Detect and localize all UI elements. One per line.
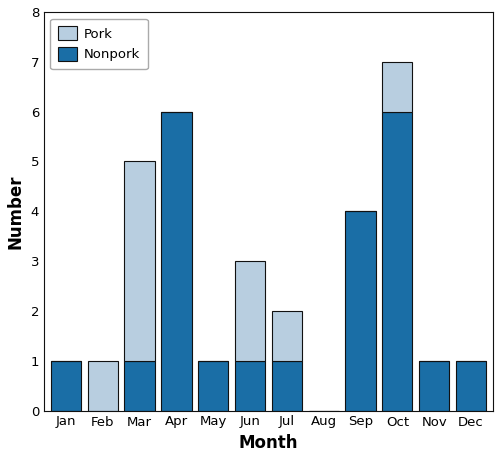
Bar [382, 62, 412, 112]
Bar [235, 261, 265, 361]
X-axis label: Month: Month [238, 434, 298, 452]
Bar [419, 361, 449, 411]
Bar [162, 112, 192, 411]
Legend: Pork, Nonpork: Pork, Nonpork [50, 18, 148, 69]
Bar [88, 361, 118, 411]
Bar [198, 361, 228, 411]
Bar [272, 311, 302, 361]
Bar [456, 361, 486, 411]
Bar [382, 112, 412, 411]
Bar [235, 361, 265, 411]
Bar [272, 361, 302, 411]
Bar [124, 162, 154, 361]
Bar [124, 361, 154, 411]
Bar [346, 211, 376, 411]
Y-axis label: Number: Number [7, 174, 25, 248]
Bar [51, 361, 81, 411]
